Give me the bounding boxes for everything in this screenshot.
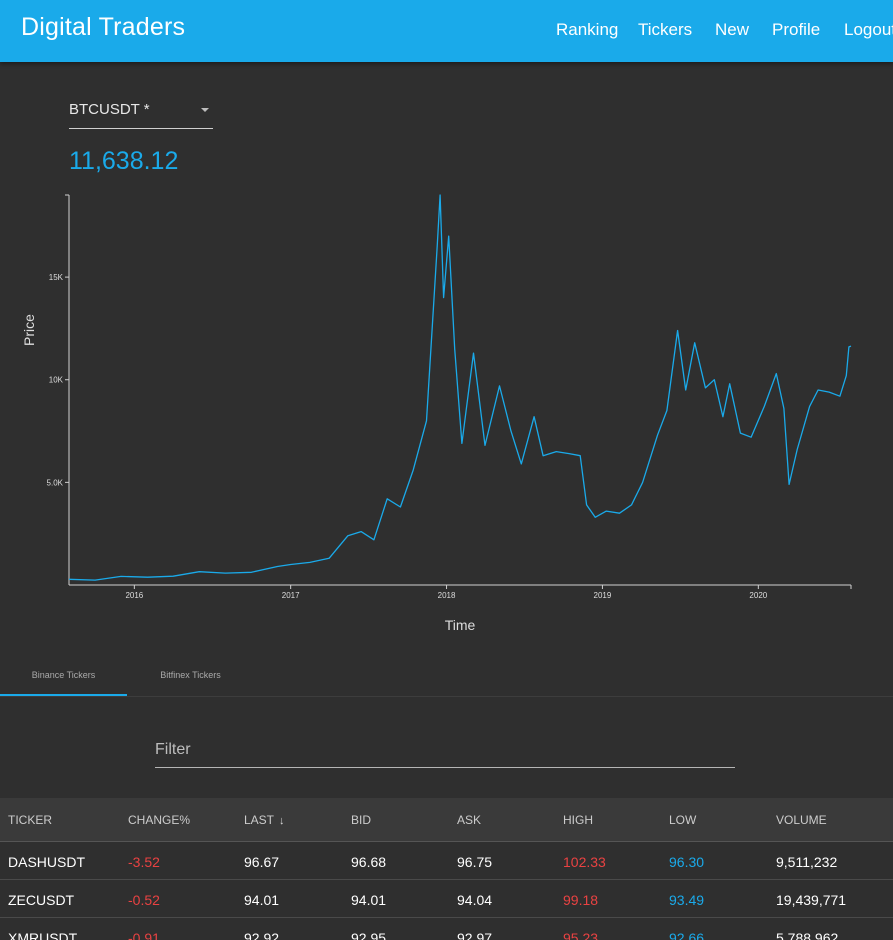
app-title[interactable]: Digital Traders <box>21 13 186 41</box>
chart-axes: 5.0K 10K 15K 2016 2017 2018 2019 2020 <box>47 194 852 600</box>
symbol-select-value: BTCUSDT * <box>69 101 150 118</box>
cell-low: 92.66 <box>669 930 705 940</box>
table-row[interactable]: ZECUSDT -0.52 94.01 94.01 94.04 99.18 93… <box>0 880 893 918</box>
column-header-low[interactable]: LOW <box>669 813 697 827</box>
y-tick-label: 15K <box>49 273 64 282</box>
active-tab-indicator <box>0 694 127 696</box>
cell-low: 93.49 <box>669 892 705 908</box>
y-tick-label: 10K <box>49 376 64 385</box>
table-row[interactable]: DASHUSDT -3.52 96.67 96.68 96.75 102.33 … <box>0 842 893 880</box>
caret-down-icon <box>201 108 209 112</box>
app-bar: Digital Traders Ranking Tickers New Prof… <box>0 0 893 62</box>
tab-binance-tickers[interactable]: Binance Tickers <box>31 670 96 680</box>
nav-logout[interactable]: Logout <box>844 20 893 39</box>
cell-low: 96.30 <box>669 854 705 870</box>
cell-ticker: DASHUSDT <box>8 854 86 870</box>
chart-series <box>68 194 852 581</box>
column-header-ticker[interactable]: TICKER <box>8 813 53 827</box>
column-header-bid[interactable]: BID <box>351 813 372 827</box>
filter-input[interactable] <box>155 732 735 768</box>
table-header: TICKER CHANGE% LAST ↓ BID ASK HIGH LOW VO… <box>0 798 893 842</box>
tickers-table: TICKER CHANGE% LAST ↓ BID ASK HIGH LOW VO… <box>0 798 893 940</box>
nav-tickers[interactable]: Tickers <box>638 20 693 39</box>
cell-ask: 96.75 <box>457 854 493 870</box>
column-header-last[interactable]: LAST ↓ <box>244 813 285 827</box>
nav-ranking[interactable]: Ranking <box>556 20 619 39</box>
cell-last: 96.67 <box>244 854 280 870</box>
cell-ask: 92.97 <box>457 930 493 940</box>
symbol-select[interactable]: BTCUSDT * <box>69 98 213 129</box>
cell-bid: 96.68 <box>351 854 387 870</box>
y-tick-label: 5.0K <box>47 478 64 487</box>
arrow-down-icon: ↓ <box>279 815 285 827</box>
nav-profile[interactable]: Profile <box>772 20 821 39</box>
x-axis-label: Time <box>445 617 476 633</box>
x-tick-label: 2018 <box>438 591 456 600</box>
cell-volume: 19,439,771 <box>776 892 847 908</box>
cell-bid: 94.01 <box>351 892 387 908</box>
y-axis-label: Price <box>21 314 37 346</box>
cell-change: -3.52 <box>128 854 160 870</box>
column-header-high[interactable]: HIGH <box>563 813 593 827</box>
column-header-ask[interactable]: ASK <box>457 813 482 827</box>
cell-ticker: ZECUSDT <box>8 892 75 908</box>
current-price: 11,638.12 <box>69 147 179 175</box>
cell-high: 99.18 <box>563 892 599 908</box>
price-series-line <box>68 194 852 581</box>
tabs-divider <box>0 696 893 697</box>
x-tick-label: 2017 <box>282 591 300 600</box>
x-tick-label: 2019 <box>594 591 612 600</box>
cell-ticker: XMRUSDT <box>8 930 78 940</box>
cell-last: 94.01 <box>244 892 280 908</box>
x-tick-label: 2020 <box>749 591 767 600</box>
cell-high: 102.33 <box>563 854 606 870</box>
x-tick-label: 2016 <box>125 591 143 600</box>
cell-change: -0.52 <box>128 892 160 908</box>
price-chart: Price Time 5.0K 10K 15K 2016 2017 2018 2019 202… <box>21 194 852 633</box>
tab-bitfinex-tickers[interactable]: Bitfinex Tickers <box>160 670 221 680</box>
cell-change: -0.91 <box>128 930 160 940</box>
column-header-volume[interactable]: VOLUME <box>776 813 827 827</box>
table-row[interactable]: XMRUSDT -0.91 92.92 92.95 92.97 95.23 92… <box>0 918 893 940</box>
cell-volume: 9,511,232 <box>776 854 838 870</box>
cell-bid: 92.95 <box>351 930 387 940</box>
nav-new[interactable]: New <box>715 20 750 39</box>
column-header-last-label: LAST <box>244 813 275 827</box>
column-header-change[interactable]: CHANGE% <box>128 813 191 827</box>
cell-ask: 94.04 <box>457 892 493 908</box>
cell-high: 95.23 <box>563 930 599 940</box>
cell-last: 92.92 <box>244 930 280 940</box>
cell-volume: 5,788,962 <box>776 930 839 940</box>
